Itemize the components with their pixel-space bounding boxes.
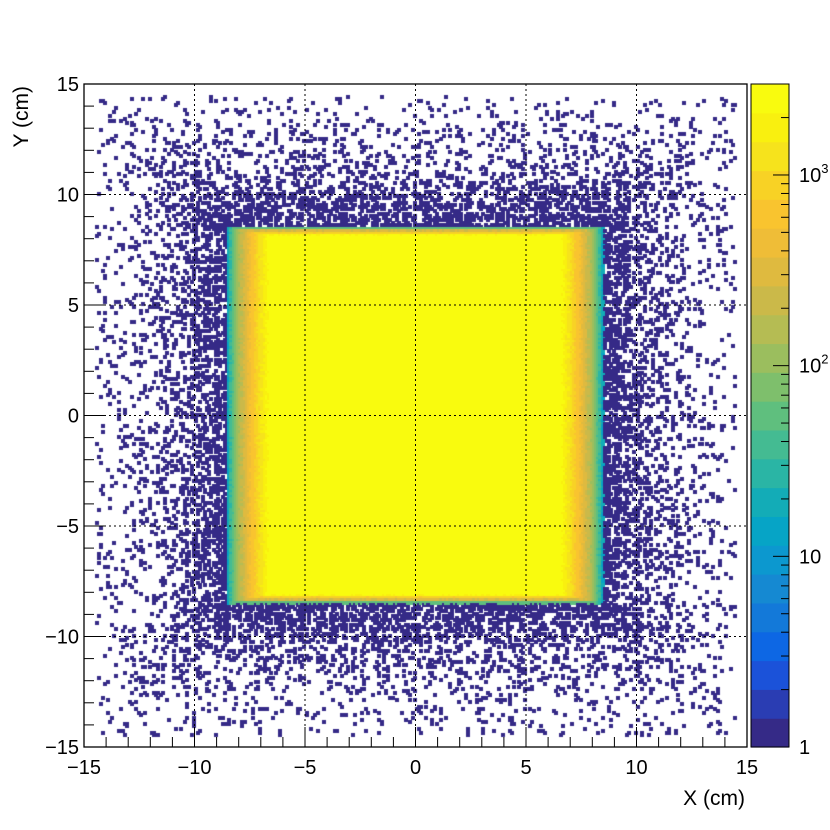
colorbar-segment [751, 314, 789, 345]
colorbar-segment [751, 631, 789, 662]
x-tick-label: 10 [625, 757, 647, 779]
x-axis: −15 −10 −5 0 5 10 15 [67, 727, 758, 779]
x-tick-label: 5 [520, 757, 531, 779]
colorbar-segment [751, 372, 789, 402]
y-tick-label: 15 [57, 74, 79, 96]
colorbar-segment [751, 516, 789, 546]
x-tick-label: 15 [736, 757, 758, 779]
y-tick-label: 5 [68, 295, 79, 317]
y-axis-title: Y (cm) [10, 86, 33, 147]
grid-lines [84, 84, 747, 747]
colorbar-frame [750, 83, 790, 748]
colorbar-segment [751, 199, 789, 229]
x-tick-label: −15 [67, 757, 101, 779]
colorbar-segment [751, 718, 789, 748]
y-tick-label: 10 [57, 185, 79, 207]
colorbar-tick-label: 10 [799, 546, 821, 568]
colorbar-segment [751, 256, 789, 287]
colorbar-segment [751, 228, 789, 258]
colorbar-segment [751, 689, 789, 719]
y-axis: −15 −10 −5 0 5 10 15 [45, 74, 104, 759]
colorbar-segment [751, 429, 789, 460]
y-tick-label: −5 [56, 516, 79, 538]
colorbar-tick-label: 1 [799, 737, 810, 759]
x-tick-label: −5 [294, 757, 317, 779]
colorbar-segment [751, 458, 789, 489]
colorbar-segment [751, 660, 789, 690]
x-tick-label: −10 [178, 757, 212, 779]
colorbar-segment [751, 84, 789, 114]
y-tick-label: −15 [45, 737, 79, 759]
y-tick-label: −10 [45, 627, 79, 649]
y-tick-label: 0 [68, 406, 79, 428]
colorbar-segment [751, 602, 789, 633]
colorbar-segment [751, 401, 789, 431]
colorbar-segment [751, 487, 789, 517]
x-axis-title: X (cm) [683, 787, 745, 810]
colorbar-segment [751, 285, 789, 316]
x-tick-label: 0 [410, 757, 421, 779]
colorbar-segment [751, 141, 789, 172]
colorbar-segment [751, 545, 789, 575]
colorbar-segment [751, 343, 789, 373]
